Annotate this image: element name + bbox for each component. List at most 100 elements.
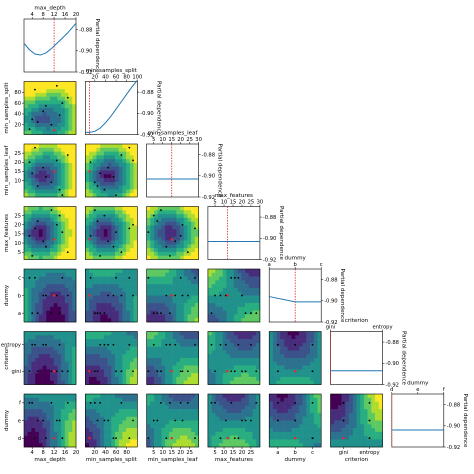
- contour-cell: [241, 431, 246, 436]
- contour-cell: [46, 287, 51, 293]
- contour-cell: [24, 221, 29, 226]
- contour-cell: [233, 287, 238, 293]
- sample-point: [233, 370, 236, 373]
- contour-cell: [219, 269, 224, 274]
- contour-cell: [241, 416, 246, 421]
- contour-cell: [64, 358, 69, 363]
- contour-cell: [53, 170, 58, 175]
- contour-cell: [107, 346, 112, 351]
- contour-cell: [42, 170, 47, 175]
- contour-cell: [96, 251, 101, 257]
- contour-cell: [96, 225, 101, 230]
- sample-point: [55, 419, 58, 422]
- contour-cell: [269, 335, 274, 340]
- contour-cell: [154, 335, 159, 340]
- contour-cell: [133, 335, 138, 340]
- contour-cell: [226, 439, 231, 444]
- contour-cell: [146, 318, 151, 323]
- contour-cell: [252, 443, 257, 448]
- contour-cell: [38, 236, 43, 241]
- contour-cell: [27, 354, 32, 359]
- contour-cell: [118, 162, 123, 168]
- contour-cell: [53, 155, 58, 160]
- contour-cell: [85, 206, 90, 211]
- contour-cell: [215, 373, 220, 378]
- contour-cell: [226, 291, 231, 296]
- contour-cell: [57, 331, 62, 336]
- contour-cell: [165, 350, 170, 355]
- contour-cell: [57, 119, 62, 124]
- contour-cell: [64, 81, 69, 86]
- contour-cell: [85, 443, 90, 448]
- contour-cell: [154, 318, 159, 323]
- contour-cell: [118, 185, 123, 190]
- contour-cell: [256, 401, 261, 406]
- contour-cell: [122, 189, 127, 194]
- contour-cell: [165, 303, 170, 308]
- contour-cell: [180, 287, 185, 293]
- contour-cell: [157, 361, 162, 366]
- sample-point: [89, 276, 92, 279]
- contour-cell: [72, 339, 77, 344]
- contour-cell: [57, 380, 62, 385]
- contour-cell: [230, 303, 235, 308]
- contour-cell: [248, 435, 253, 440]
- contour-cell: [57, 189, 62, 194]
- contour-cell: [122, 435, 127, 440]
- contour-cell: [165, 354, 170, 359]
- contour-cell: [111, 233, 116, 238]
- contour-cell: [107, 428, 112, 433]
- contour-cell: [31, 401, 36, 406]
- contour-cell: [194, 361, 199, 366]
- contour-cell: [92, 439, 97, 444]
- contour-cell: [103, 310, 108, 315]
- contour-cell: [57, 170, 62, 175]
- sample-point: [294, 401, 297, 404]
- contour-cell: [50, 181, 55, 186]
- contour-cell: [92, 193, 97, 198]
- best-point: [170, 370, 173, 373]
- contour-cell: [24, 394, 29, 399]
- contour-cell: [126, 369, 131, 374]
- contour-cell: [46, 358, 51, 363]
- contour-cell: [161, 409, 166, 414]
- contour-cell: [191, 435, 196, 440]
- contour-cell: [187, 416, 192, 421]
- contour-cell: [42, 240, 47, 245]
- contour-cell: [24, 299, 29, 304]
- contour-cell: [27, 100, 32, 105]
- contour-cell: [103, 369, 108, 374]
- contour-cell: [180, 280, 185, 285]
- contour-cell: [172, 335, 177, 340]
- contour-cell: [100, 361, 105, 366]
- bottom-tick-label: entropy: [359, 450, 379, 456]
- contour-cell: [103, 424, 108, 429]
- contour-cell: [252, 420, 257, 425]
- contour-cell: [298, 431, 303, 436]
- sample-point: [103, 312, 106, 315]
- contour-cell: [92, 335, 97, 340]
- contour-cell: [302, 401, 307, 406]
- contour-cell: [53, 147, 58, 152]
- contour-cell: [126, 144, 131, 149]
- contour-cell: [256, 342, 261, 347]
- contour-cell: [187, 435, 192, 440]
- contour-cell: [89, 310, 94, 315]
- contour-cell: [72, 115, 77, 120]
- sample-point: [179, 401, 182, 404]
- contour-cell: [72, 409, 77, 414]
- contour-cell: [31, 354, 36, 359]
- contour-cell: [24, 233, 29, 238]
- sample-point: [44, 245, 47, 248]
- contour-cell: [115, 405, 120, 410]
- contour-cell: [50, 284, 55, 289]
- contour-cell: [157, 255, 162, 260]
- contour-cell: [230, 435, 235, 440]
- contour-cell: [72, 147, 77, 152]
- contour-cell: [35, 126, 40, 132]
- contour-cell: [126, 380, 131, 385]
- contour-cell: [291, 354, 296, 359]
- contour-cell: [284, 435, 289, 440]
- contour-cell: [172, 401, 177, 406]
